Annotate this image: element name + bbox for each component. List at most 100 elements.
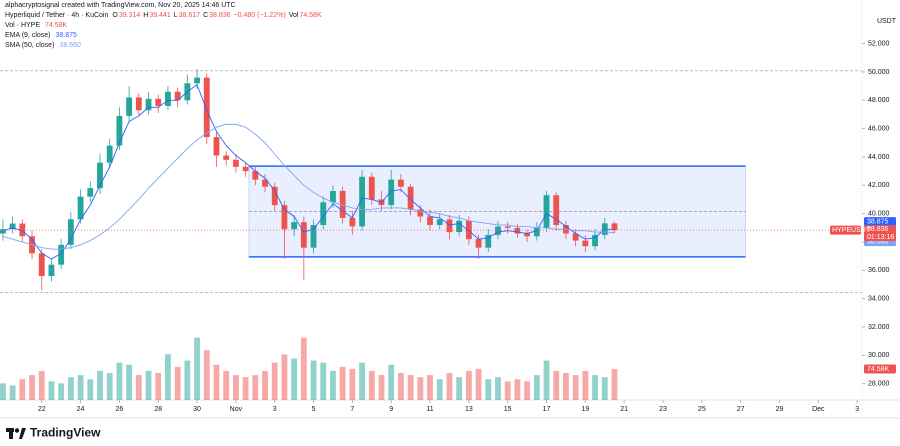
volume-bar [485, 379, 492, 400]
x-tick-label: 3 [855, 406, 859, 413]
x-tick-label: 24 [77, 406, 85, 413]
volume-bar [291, 358, 298, 400]
candle-body [106, 145, 113, 163]
candle-body [475, 239, 482, 248]
y-tick-label: 50.000 [868, 69, 890, 76]
candle-body [504, 226, 511, 228]
indicator-line [2, 83, 615, 260]
volume-bar [174, 366, 181, 400]
y-tick-label: 42.000 [868, 182, 890, 189]
candle-body [436, 219, 443, 225]
volume-bar [563, 373, 569, 400]
volume-bar [339, 366, 346, 400]
candle-body [223, 155, 230, 160]
y-tick-label: 36.000 [868, 267, 890, 274]
candle-body [48, 264, 55, 276]
volume-bar [514, 379, 521, 400]
x-tick-label: 19 [581, 406, 589, 413]
volume-bar [155, 373, 162, 400]
volume-bar [495, 377, 501, 400]
volume-bar [97, 370, 103, 400]
volume-bar [77, 375, 84, 400]
candle-body [19, 223, 26, 237]
x-tick-label: 23 [659, 406, 667, 413]
volume-price-label: 74.58K [867, 366, 890, 373]
volume-bar [0, 383, 6, 400]
candle-body [232, 159, 239, 167]
candle-body [359, 176, 365, 227]
volume-bar [504, 381, 511, 400]
x-tick-label: 11 [426, 406, 433, 413]
ohlc-value: 39.441 [149, 12, 171, 19]
volume-bar [58, 383, 65, 400]
volume-bar [533, 375, 540, 400]
x-tick-label: 21 [620, 406, 628, 413]
candle-body [58, 244, 65, 265]
logo-mark [19, 428, 26, 439]
price-label-box [830, 225, 861, 235]
volume-bar [388, 364, 395, 400]
candle-body [87, 188, 94, 197]
volume-bar [87, 379, 94, 400]
volume-bar [572, 375, 579, 400]
candle-body [407, 186, 414, 210]
y-tick-label: 46.000 [868, 125, 890, 132]
volume-bar [252, 375, 259, 400]
indicator-legend: SMA (50, close) [5, 42, 54, 49]
candle-body [67, 219, 74, 245]
x-tick-label: 3 [273, 406, 277, 413]
volume-bar [475, 368, 482, 400]
x-tick-label: Nov [230, 406, 243, 413]
y-tick-label: 34.000 [868, 296, 890, 303]
x-tick-label: 13 [465, 406, 473, 413]
candle-body [281, 205, 288, 230]
volume-bar [310, 360, 317, 400]
candle-body [310, 224, 317, 248]
candle-body [9, 223, 16, 230]
volume-bar [456, 377, 463, 400]
indicator-price-label: 38.875 [867, 218, 889, 225]
volume-bar [524, 381, 531, 400]
y-tick-label: 30.000 [868, 352, 890, 359]
logo-mark [6, 428, 14, 432]
candle-body [543, 195, 550, 228]
candle-body [349, 217, 356, 227]
volume-letter: Vol [289, 12, 299, 19]
y-tick-label: 44.000 [868, 154, 890, 161]
ohlc-value: 39.314 [119, 12, 141, 19]
candle-body [330, 190, 336, 203]
volume-bar [330, 370, 336, 400]
volume-bar [223, 370, 230, 400]
candle-body [397, 179, 404, 187]
volume-bar [232, 375, 239, 400]
x-tick-label: 27 [737, 406, 745, 413]
volume-bar [582, 370, 589, 400]
candle-body [427, 216, 433, 225]
candle-body [388, 179, 395, 206]
volume-bar [611, 369, 618, 400]
indicator-price-label: 38.660 [867, 238, 889, 245]
volume-bar [165, 354, 171, 400]
indicator-legend-value: 38.660 [59, 42, 81, 49]
volume-bar [9, 385, 16, 400]
x-tick-label: 22 [38, 406, 46, 413]
candle-body [145, 98, 152, 111]
candle-body [242, 166, 249, 172]
countdown-label: 01:13:16 [867, 234, 894, 241]
x-tick-label: 17 [543, 406, 551, 413]
volume-bar [359, 362, 365, 400]
currency-label: USDT [877, 18, 897, 25]
volume-bar [397, 373, 404, 400]
price-label-box [864, 225, 896, 242]
volume-bar [48, 381, 55, 400]
candle-body [572, 233, 579, 241]
ohlc-letter: O [112, 12, 118, 19]
indicator-legend: EMA (9, close) [5, 32, 51, 39]
volume-legend: Vol · HYPE [5, 22, 40, 29]
candle-body [165, 91, 171, 106]
volume-bar [592, 375, 598, 400]
candle-body [368, 176, 375, 200]
ohlc-letter: C [203, 12, 208, 19]
candle-body [271, 186, 278, 206]
